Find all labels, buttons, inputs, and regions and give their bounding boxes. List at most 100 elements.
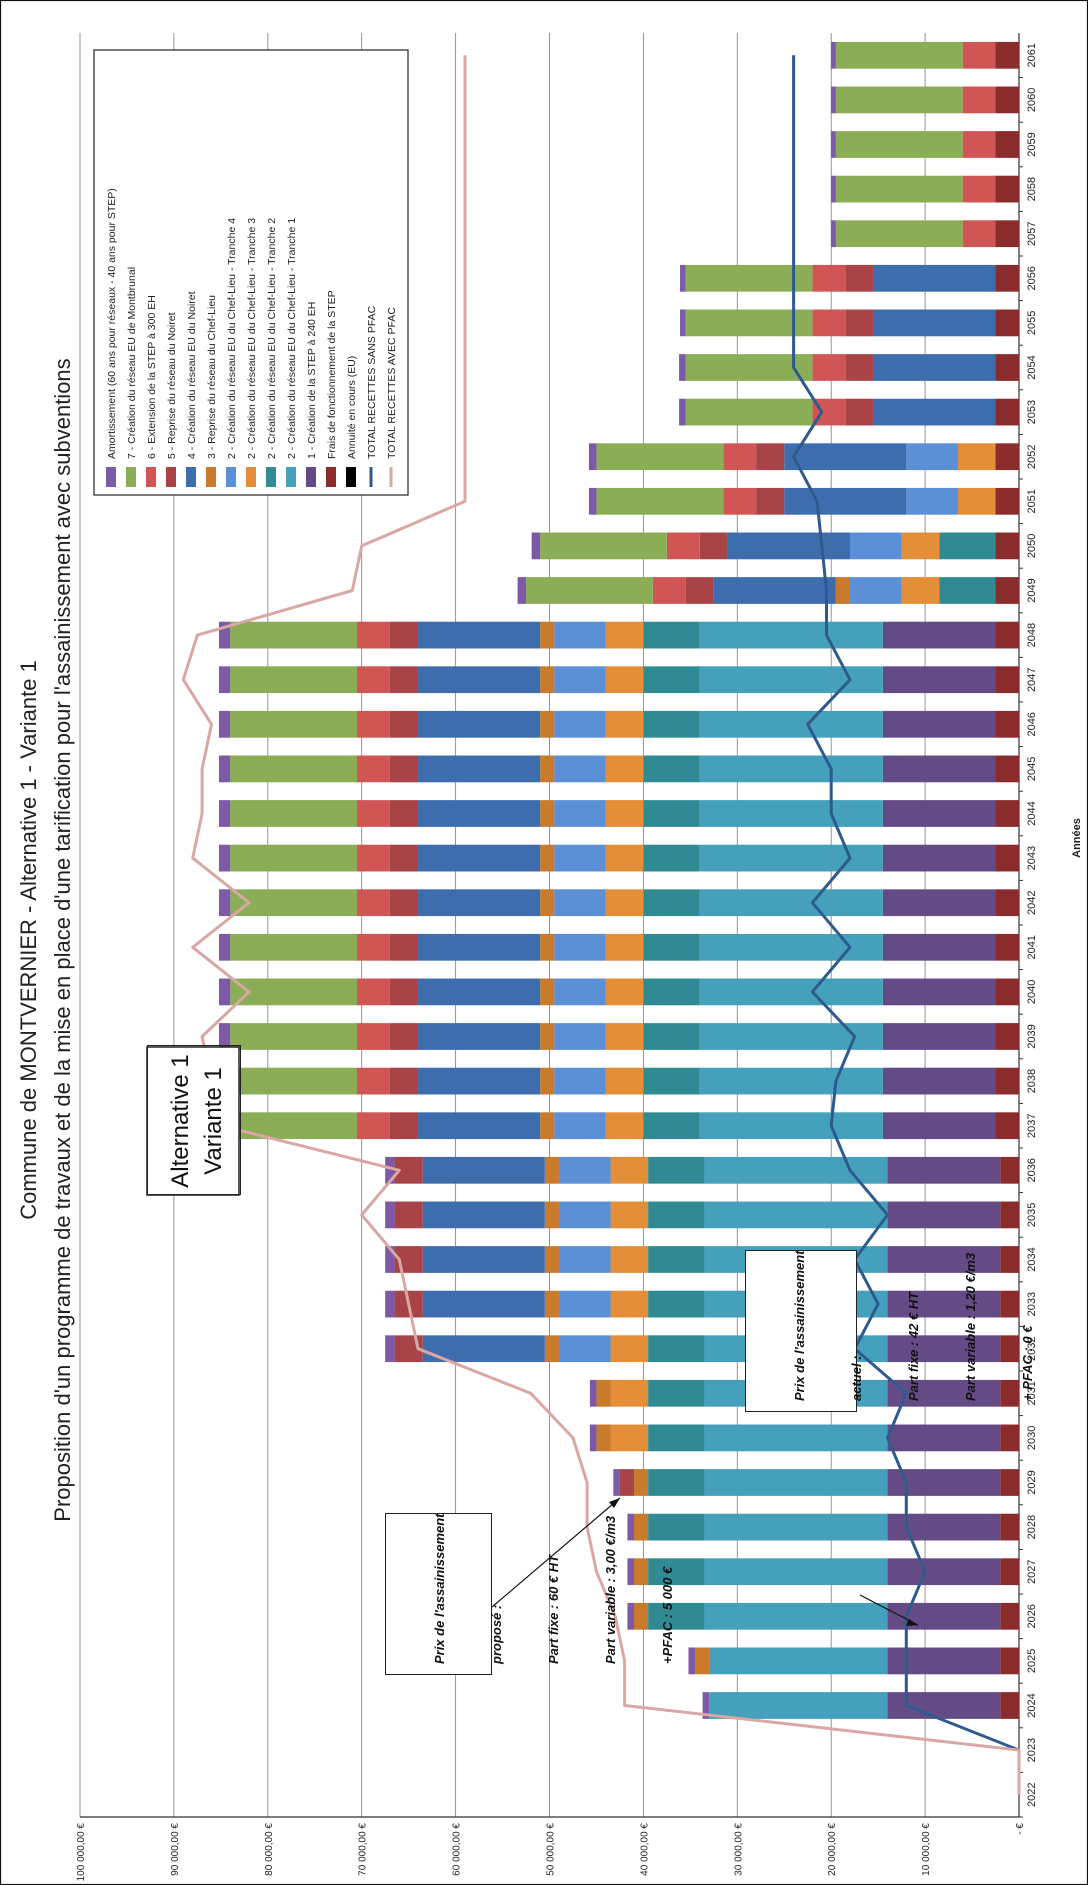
- bar-segment: [887, 1424, 1001, 1452]
- bar-segment: [422, 1201, 545, 1229]
- bar-segment: [845, 309, 874, 337]
- proposed-price-arrow: [491, 1497, 621, 1608]
- bar-segment: [704, 1558, 888, 1586]
- bar-segment: [544, 1335, 559, 1363]
- current-price-arrow: [859, 1594, 919, 1626]
- current-line-3: Part fixe : 42 € HT: [906, 1291, 921, 1401]
- legend-swatch: [286, 467, 296, 487]
- bar-segment: [418, 1112, 541, 1140]
- bar-segment: [357, 1023, 390, 1050]
- bar-segment: [887, 1201, 1001, 1229]
- bar-segment: [648, 1602, 705, 1630]
- bar-segment: [540, 1067, 555, 1095]
- bar-segment: [218, 666, 231, 694]
- bar-segment: [648, 1469, 705, 1496]
- bar-segment: [218, 933, 231, 961]
- proposed-price-arrowhead: [609, 1498, 620, 1508]
- bar-segment: [230, 889, 358, 917]
- bar-segment: [422, 1246, 545, 1273]
- bar-segment: [610, 1156, 649, 1184]
- bar-segment: [962, 131, 996, 158]
- bar-segment: [699, 755, 883, 783]
- bar-segment: [230, 755, 358, 783]
- bar-segment: [357, 933, 390, 961]
- bar-segment: [835, 41, 963, 69]
- bar-segment: [812, 354, 846, 381]
- bar-segment: [648, 1558, 705, 1586]
- bar-segment: [558, 1201, 611, 1229]
- bar-segment: [589, 1379, 597, 1407]
- bar-segment: [418, 1023, 541, 1050]
- y-tick-label: 10 000,00 €: [921, 1823, 932, 1876]
- bar-segment: [1000, 1335, 1019, 1363]
- bar-segment: [554, 889, 606, 917]
- bar-segment: [685, 398, 813, 426]
- proposed-line-1: Prix de l'assainissement: [432, 1513, 447, 1664]
- bar-segment: [882, 978, 996, 1006]
- bar-segment: [540, 755, 555, 783]
- bar-segment: [610, 1201, 649, 1229]
- proposed-price-text: Prix de l'assainissement proposé : Part …: [386, 1513, 721, 1674]
- x-tick-label: 2033: [1026, 1292, 1038, 1316]
- bar-segment: [357, 755, 390, 783]
- bar-segment: [526, 577, 653, 604]
- y-tick-label: 20 000,00 €: [827, 1823, 838, 1876]
- bar-segment: [643, 710, 700, 738]
- bar-segment: [540, 621, 555, 649]
- bar-segment: [230, 800, 358, 827]
- bar-segment: [835, 220, 963, 248]
- bar-segment: [230, 1112, 358, 1140]
- legend-label: 4 - Création du réseau EU du Noiret: [186, 291, 198, 459]
- proposed-line-4: Part variable : 3,00 €/m3: [603, 1515, 618, 1664]
- bar-segment: [995, 443, 1020, 471]
- bar-segment: [901, 577, 940, 604]
- bar-segment: [1000, 1379, 1019, 1407]
- bar-segment: [995, 487, 1020, 515]
- bar-segment: [588, 487, 597, 515]
- x-tick-label: 2023: [1026, 1738, 1038, 1762]
- line-series-group: [181, 55, 1021, 1795]
- current-line-2: actuel :: [849, 1355, 864, 1401]
- bar-segment: [540, 844, 555, 872]
- series-line: [181, 55, 1021, 1795]
- bar-segment: [648, 1290, 705, 1318]
- bar-segment: [995, 1067, 1020, 1095]
- bar-segment: [643, 1023, 700, 1050]
- bar-segment: [389, 844, 419, 872]
- legend-swatch: [186, 467, 196, 487]
- x-tick-label: 2059: [1026, 132, 1038, 156]
- legend-swatch: [326, 467, 336, 487]
- y-tick-label: 50 000,00 €: [546, 1823, 557, 1876]
- current-line-4: Part variable : 1,20 €/m3: [963, 1252, 978, 1401]
- bar-segment: [939, 577, 996, 604]
- bar-segment: [962, 86, 996, 114]
- current-line-5: + PFAC : 0 €: [1020, 1325, 1035, 1402]
- bar-segment: [610, 1246, 649, 1273]
- bar-segment: [389, 889, 419, 917]
- x-tick-label: 2030: [1026, 1426, 1038, 1450]
- legend-swatch: [226, 467, 236, 487]
- bar-segment: [389, 800, 419, 827]
- legend-label: 7 - Création du réseau EU de Montbrunal: [126, 267, 138, 459]
- legend-label: 2 - Création du réseau EU du Chef-Lieu -…: [266, 218, 278, 459]
- bar-segment: [389, 710, 419, 738]
- bar-segment: [418, 889, 541, 917]
- bar-segment: [218, 710, 231, 738]
- bar-segment: [882, 710, 996, 738]
- bar-segment: [995, 1112, 1020, 1140]
- x-tick-label: 2053: [1026, 400, 1038, 424]
- y-tick-labels: - € 10 000,00 € 20 000,00 € 30 000,00 € 40 0…: [76, 1823, 1026, 1882]
- x-tick-label: 2058: [1026, 177, 1038, 201]
- legend-label: 2 - Création du réseau EU du Chef-Lieu -…: [286, 218, 298, 459]
- x-tick-label: 2035: [1026, 1203, 1038, 1227]
- y-tick-label: 80 000,00 €: [264, 1823, 275, 1876]
- bar-segment: [704, 1424, 888, 1452]
- bar-segment: [643, 621, 700, 649]
- y-tick-label: 30 000,00 €: [733, 1823, 744, 1876]
- bar-segment: [887, 1513, 1001, 1541]
- legend-swatch: [146, 467, 156, 487]
- bar-segment: [389, 1067, 419, 1095]
- bar-segment: [643, 933, 700, 961]
- bar-segment: [422, 1156, 545, 1184]
